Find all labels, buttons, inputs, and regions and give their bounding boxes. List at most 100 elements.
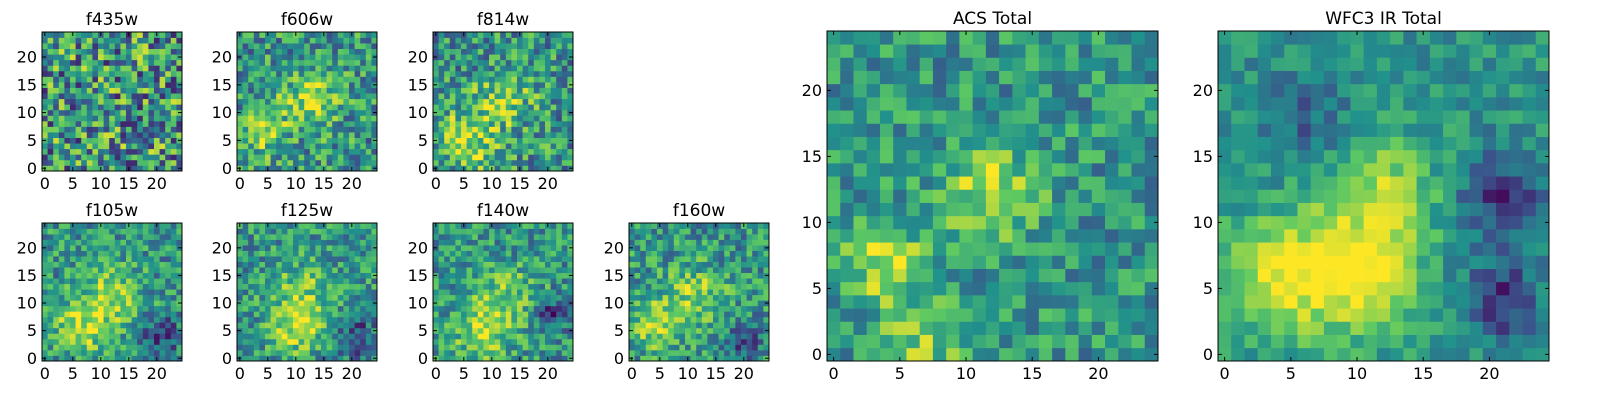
heatmap-cell <box>567 305 574 312</box>
heatmap-cell <box>70 294 76 301</box>
heatmap-cell <box>321 109 327 116</box>
heatmap-cell <box>304 148 311 155</box>
heatmap-cell <box>170 278 177 285</box>
heatmap-cell <box>276 148 283 155</box>
heatmap-cell <box>53 98 60 105</box>
heatmap-cell <box>298 93 305 100</box>
heatmap-cell <box>360 223 367 229</box>
heatmap-cell <box>533 115 540 122</box>
heatmap-cell <box>522 289 529 296</box>
heatmap-cell <box>735 267 742 274</box>
heatmap-cell <box>567 43 574 50</box>
heatmap-cell <box>332 148 339 155</box>
heatmap-cell <box>53 132 60 138</box>
heatmap-cell <box>75 344 82 351</box>
heatmap-cell <box>142 120 149 127</box>
heatmap-cell <box>298 349 305 356</box>
heatmap-cell <box>461 65 467 72</box>
heatmap-cell <box>64 109 71 116</box>
heatmap-cell <box>517 115 523 122</box>
heatmap-cell <box>724 289 731 296</box>
heatmap-cell <box>360 327 367 334</box>
heatmap-cell <box>42 65 48 72</box>
heatmap-cell <box>827 215 841 230</box>
heatmap-cell <box>528 165 535 172</box>
heatmap-cell <box>131 256 138 262</box>
heatmap-cell <box>354 223 361 229</box>
heatmap-cell <box>259 234 266 240</box>
heatmap-cell <box>120 59 127 66</box>
heatmap-cell <box>724 355 731 362</box>
heatmap-cell <box>472 37 479 44</box>
heatmap-cell <box>170 322 177 329</box>
heatmap-cell <box>673 272 680 279</box>
heatmap-cell <box>315 322 322 329</box>
heatmap-cell <box>707 283 714 290</box>
heatmap-cell <box>539 234 546 240</box>
heatmap-cell <box>64 338 71 345</box>
heatmap-cell <box>494 333 501 340</box>
heatmap-cell <box>539 37 546 44</box>
heatmap-cell <box>321 59 327 66</box>
heatmap-cell <box>489 305 495 312</box>
heatmap-cell <box>343 228 350 235</box>
heatmap-cell <box>293 143 299 150</box>
heatmap-cell <box>472 311 479 318</box>
heatmap-cell <box>1025 255 1040 269</box>
heatmap-cell <box>539 70 546 77</box>
heatmap-cell <box>326 272 333 279</box>
heatmap-cell <box>53 165 60 172</box>
y-tick-label: 15 <box>408 266 428 285</box>
heatmap-cell <box>47 165 54 172</box>
heatmap-cell <box>1038 308 1053 322</box>
heatmap-cell <box>466 333 473 340</box>
heatmap-cell <box>539 54 546 61</box>
heatmap-cell <box>148 70 155 77</box>
heatmap-cell <box>472 338 479 345</box>
heatmap-cell <box>522 159 529 166</box>
heatmap-cell <box>253 115 260 122</box>
heatmap-cell <box>337 338 344 345</box>
heatmap-cell <box>242 54 249 61</box>
heatmap-cell <box>253 120 260 127</box>
heatmap-cell <box>685 245 691 251</box>
heatmap-cell <box>906 215 921 230</box>
heatmap-cell <box>360 228 367 235</box>
heatmap-cell <box>58 245 65 251</box>
heatmap-cell <box>528 245 535 251</box>
heatmap-cell <box>120 143 127 150</box>
heatmap-cell <box>42 87 48 94</box>
heatmap-cell <box>752 333 759 340</box>
heatmap-cell <box>343 223 350 229</box>
heatmap-cell <box>701 311 708 318</box>
heatmap-cell <box>455 154 462 161</box>
heatmap-cell <box>103 115 110 122</box>
heatmap-cell <box>148 322 155 329</box>
heatmap-cell <box>455 93 462 100</box>
heatmap-cell <box>349 333 355 340</box>
heatmap-cell <box>500 223 507 229</box>
x-tick-label: 5 <box>68 174 78 193</box>
heatmap-cell <box>539 137 546 144</box>
heatmap-cell <box>668 272 675 279</box>
heatmap-cell <box>276 272 283 279</box>
heatmap-cell <box>137 344 144 351</box>
heatmap-cell <box>58 54 65 61</box>
heatmap-cell <box>472 143 479 150</box>
heatmap-cell <box>309 82 316 88</box>
heatmap-cell <box>522 316 529 323</box>
heatmap-cell <box>304 294 311 301</box>
heatmap-cell <box>757 327 764 334</box>
heatmap-cell <box>265 137 271 144</box>
heatmap-cell <box>500 54 507 61</box>
heatmap-cell <box>466 294 473 301</box>
heatmap-cell <box>763 333 770 340</box>
heatmap-cell <box>126 93 132 100</box>
heatmap-cell <box>337 48 344 55</box>
heatmap-cell <box>561 327 568 334</box>
heatmap-cell <box>237 126 243 133</box>
heatmap-cell <box>81 228 88 235</box>
heatmap-cell <box>75 261 82 268</box>
heatmap-cell <box>511 87 518 94</box>
heatmap-cell <box>276 223 283 229</box>
